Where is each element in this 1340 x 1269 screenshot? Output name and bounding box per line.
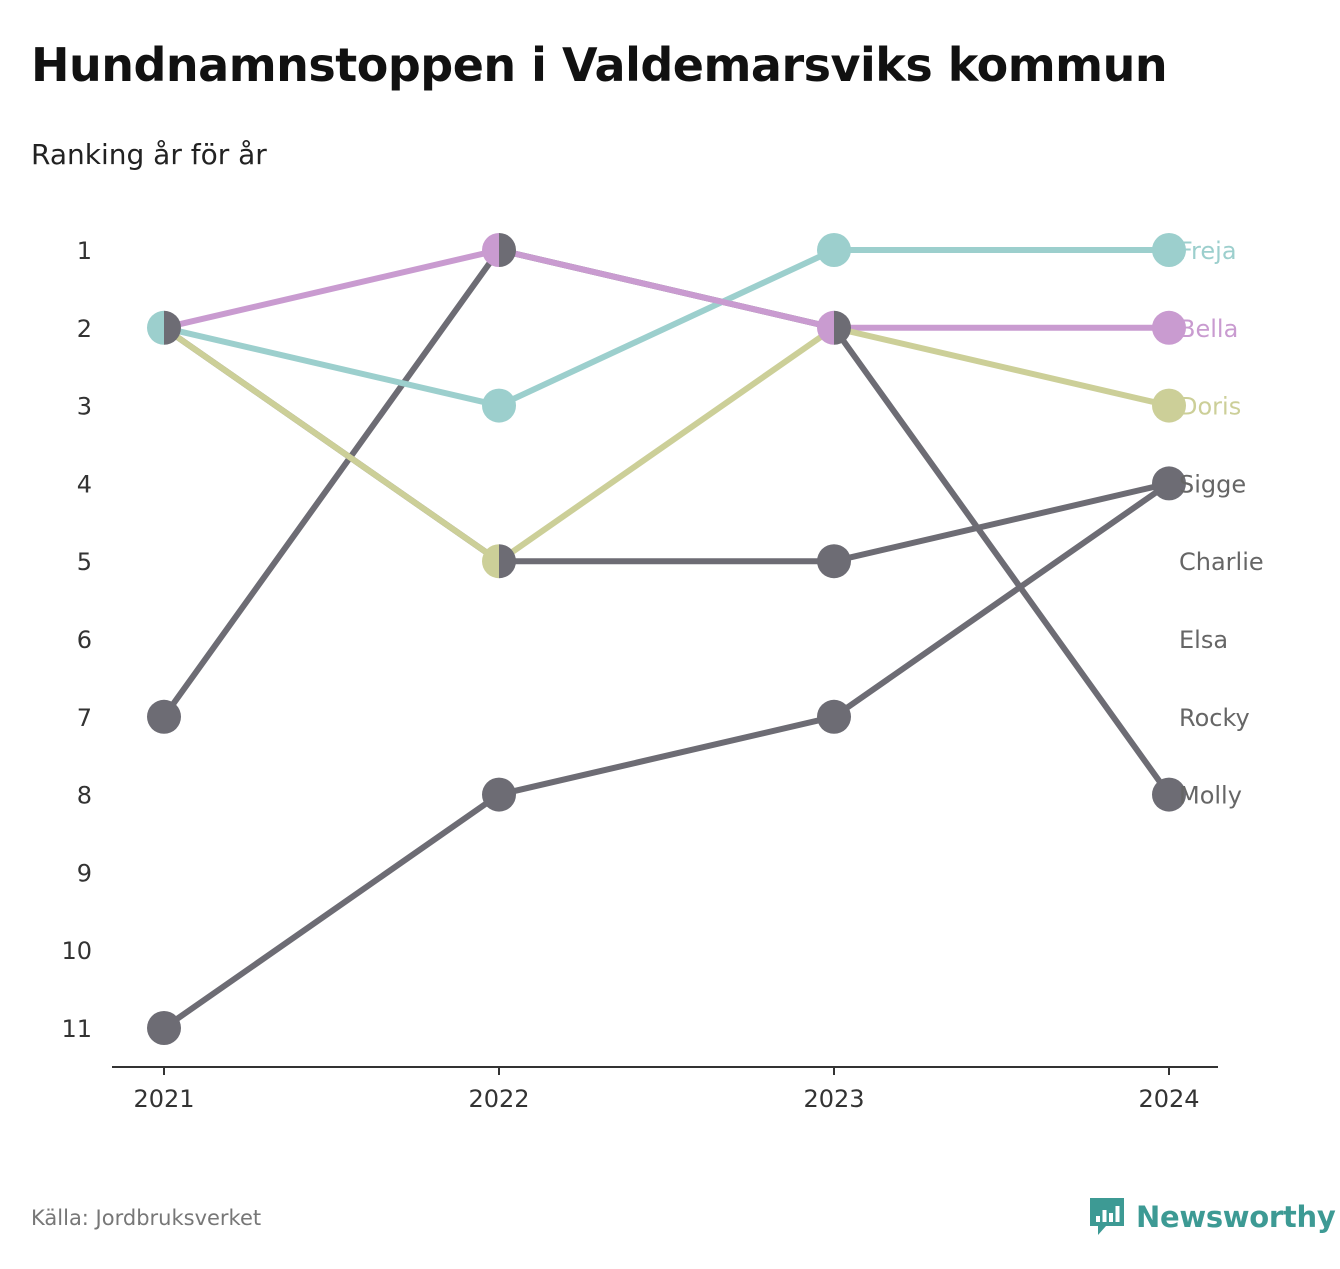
data-point-half-left (817, 310, 834, 345)
chart-title: Hundnamnstoppen i Valdemarsviks kommun (31, 38, 1168, 92)
chart-subtitle: Ranking år för år (31, 138, 267, 171)
data-point (147, 1011, 181, 1045)
data-point (817, 544, 851, 579)
y-tick-label: 9 (77, 859, 92, 887)
data-point (817, 233, 851, 267)
series-label-doris: Doris (1179, 393, 1241, 421)
axis-layer: 1 2 3 4 5 6 7 8 9 10 11 2021 2022 2023 2024 (61, 237, 1218, 1113)
data-point-half-right (164, 310, 181, 345)
series-label-rocky: Rocky (1179, 704, 1250, 732)
brand-name: Newsworthy (1136, 1200, 1336, 1234)
point-layer (147, 233, 1186, 1045)
x-tick-label: 2023 (803, 1085, 864, 1113)
series-label-bella: Bella (1179, 315, 1238, 343)
series-line-sigge (161, 480, 1172, 1031)
data-point-half-right (834, 310, 851, 345)
series-label-sigge: Sigge (1179, 470, 1246, 498)
data-point (482, 388, 516, 423)
y-tick-label: 11 (61, 1015, 92, 1043)
data-point (817, 699, 851, 734)
series-label-freja: Freja (1179, 237, 1237, 265)
brand-logo[interactable]: Newsworthy (1088, 1196, 1336, 1238)
x-tick-label: 2024 (1138, 1085, 1199, 1113)
data-point (1152, 466, 1186, 501)
series-label-elsa: Elsa (1179, 626, 1228, 654)
series-line-doris (161, 324, 1172, 565)
series-label-molly: Molly (1179, 782, 1242, 810)
data-point (1152, 310, 1186, 345)
data-point (1152, 233, 1186, 267)
series-line-freja (161, 247, 1172, 409)
line-layer (161, 247, 1172, 1031)
x-tick-label: 2021 (133, 1085, 194, 1113)
data-point-half-left (147, 310, 164, 345)
y-tick-label: 5 (77, 548, 92, 576)
data-point-half-left (482, 233, 499, 267)
y-tick-label: 7 (77, 704, 92, 732)
x-tick-label: 2022 (468, 1085, 529, 1113)
bar-chart-speech-bubble-icon (1090, 1198, 1124, 1235)
series-line-molly (161, 247, 1172, 798)
source-note: Källa: Jordbruksverket (31, 1206, 262, 1230)
series-label-charlie: Charlie (1179, 548, 1264, 576)
data-point (482, 777, 516, 812)
label-layer: Freja Bella Doris Sigge Charlie Elsa Rocky Moll… (1179, 237, 1264, 810)
data-point (1152, 388, 1186, 423)
y-tick-label: 1 (77, 237, 92, 265)
y-tick-label: 10 (61, 937, 92, 965)
y-tick-label: 2 (77, 315, 92, 343)
data-point-half-right (499, 233, 516, 267)
data-point-half-left (482, 544, 499, 579)
data-point (147, 699, 181, 734)
data-point-half-right (499, 544, 516, 579)
y-tick-label: 8 (77, 782, 92, 810)
y-tick-label: 3 (77, 393, 92, 421)
y-tick-label: 4 (77, 470, 92, 498)
y-tick-label: 6 (77, 626, 92, 654)
data-point (1152, 777, 1186, 812)
series-line-bella (161, 247, 1172, 331)
